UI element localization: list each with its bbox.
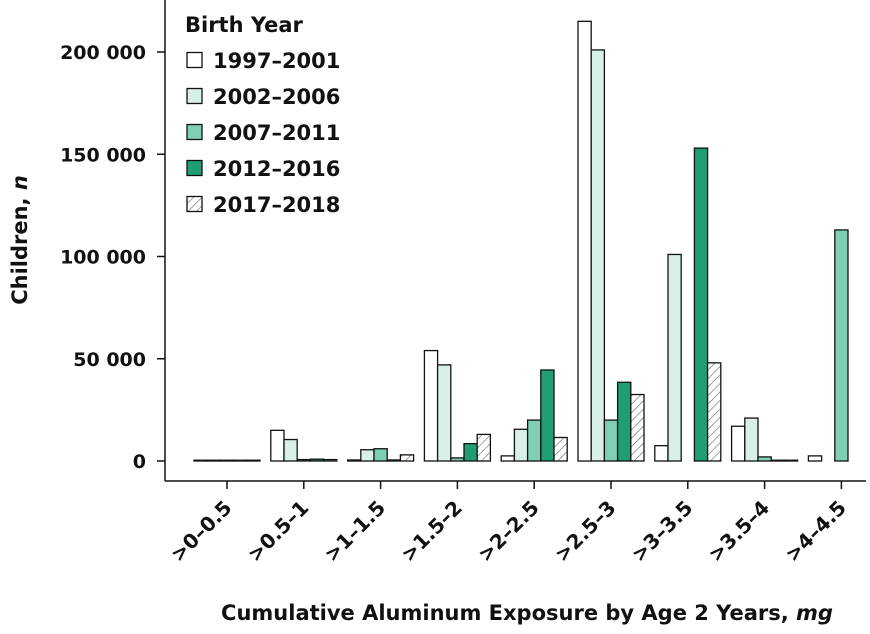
bar — [693, 147, 709, 462]
legend-swatch — [186, 123, 203, 141]
bar — [463, 442, 478, 462]
bar — [373, 448, 388, 462]
bar — [322, 458, 338, 462]
x-tick-label: >2–2.5 — [473, 496, 544, 567]
bar — [399, 454, 415, 462]
y-tick-label: 200 000 — [60, 42, 146, 64]
bar — [206, 459, 222, 462]
bar — [783, 459, 799, 462]
bar — [423, 349, 439, 462]
legend-title: Birth Year — [185, 13, 304, 37]
x-tick-label: >0.5–1 — [243, 496, 314, 567]
x-tick-label: >2.5–3 — [550, 496, 621, 567]
y-tick-label: 0 — [133, 451, 146, 473]
bar — [770, 459, 786, 462]
bar — [500, 455, 516, 462]
bar — [232, 459, 248, 462]
bar — [436, 364, 452, 462]
bar — [577, 20, 592, 462]
bar — [450, 457, 465, 462]
bar — [807, 455, 823, 462]
y-tick-label: 50 000 — [73, 349, 146, 371]
bar — [386, 459, 402, 462]
x-tick-label: >3–3.5 — [627, 496, 698, 567]
bar — [757, 456, 772, 462]
bar — [616, 381, 632, 462]
legend-swatch — [186, 159, 203, 177]
legend-label: 2002–2006 — [213, 85, 340, 109]
x-axis-title: Cumulative Aluminum Exposure by Age 2 Ye… — [221, 601, 833, 625]
bar — [553, 436, 568, 462]
y-axis-title: Children, n — [8, 175, 32, 305]
bar — [193, 459, 208, 462]
bar — [834, 229, 849, 462]
bar — [309, 458, 325, 462]
legend-label: 1997–2001 — [213, 49, 340, 73]
bar — [246, 459, 261, 462]
bar — [744, 417, 759, 462]
bar — [590, 49, 606, 462]
legend-swatch — [186, 195, 203, 213]
x-tick-label: >1.5–2 — [396, 496, 467, 567]
legend-label: 2017–2018 — [213, 193, 340, 217]
x-tick-label: >4–4.5 — [780, 496, 851, 567]
bar — [270, 429, 285, 462]
bar — [667, 253, 682, 462]
bar — [730, 425, 746, 462]
bar — [283, 438, 298, 462]
bar — [296, 458, 312, 462]
bar — [219, 459, 235, 462]
bar — [630, 393, 645, 462]
legend-swatch — [186, 87, 203, 105]
bar — [513, 428, 529, 462]
legend-label: 2007–2011 — [213, 121, 340, 145]
bar — [346, 459, 362, 462]
bar — [360, 449, 375, 462]
legend-label: 2012–2016 — [213, 157, 340, 181]
y-tick-label: 100 000 — [60, 247, 146, 269]
bar — [654, 445, 669, 462]
y-tick-label: 150 000 — [60, 144, 146, 166]
bar — [540, 369, 555, 462]
bar — [476, 433, 492, 462]
x-tick-label: >3.5–4 — [703, 496, 774, 567]
bar — [706, 362, 722, 462]
bar — [526, 419, 542, 462]
x-tick-label: >0–0.5 — [166, 496, 237, 567]
legend-swatch — [186, 51, 203, 69]
x-tick-label: >1–1.5 — [319, 496, 390, 567]
bar — [603, 419, 619, 462]
